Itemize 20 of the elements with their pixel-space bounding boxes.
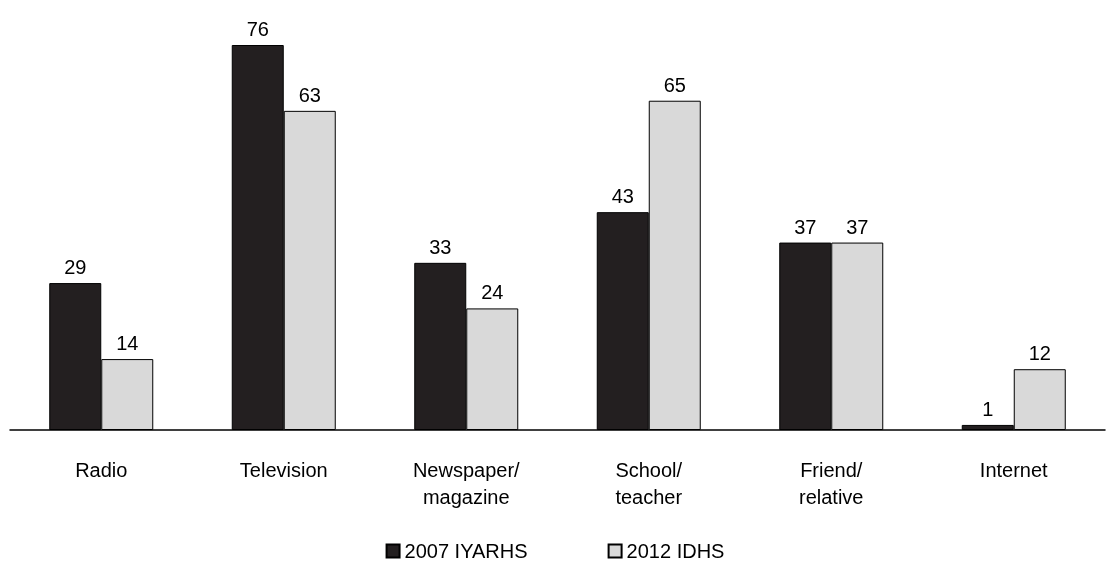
data-label: 63 bbox=[298, 83, 321, 106]
data-label: 29 bbox=[64, 256, 87, 279]
data-label: 14 bbox=[116, 332, 139, 355]
data-label: 1 bbox=[982, 397, 994, 420]
data-label: 12 bbox=[1028, 342, 1051, 365]
data-label: 24 bbox=[481, 281, 504, 304]
data-label: 37 bbox=[794, 215, 817, 238]
x-tick-label: School/teacher bbox=[615, 458, 683, 508]
data-label: 76 bbox=[246, 18, 269, 40]
legend-label: 2012 IDHS bbox=[626, 540, 725, 562]
data-label: 33 bbox=[429, 235, 452, 258]
x-tick-label: Radio bbox=[75, 458, 128, 481]
x-tick-label: Internet bbox=[979, 458, 1049, 481]
data-label: 37 bbox=[846, 215, 869, 238]
data-label: 65 bbox=[663, 73, 686, 96]
data-label: 43 bbox=[611, 185, 634, 208]
legend-label: 2007 IYARHS bbox=[404, 540, 528, 562]
x-tick-label: Television bbox=[239, 458, 328, 481]
x-tick-label: Newspaper/magazine bbox=[412, 458, 521, 508]
x-tick-label: Friend/relative bbox=[799, 458, 864, 508]
